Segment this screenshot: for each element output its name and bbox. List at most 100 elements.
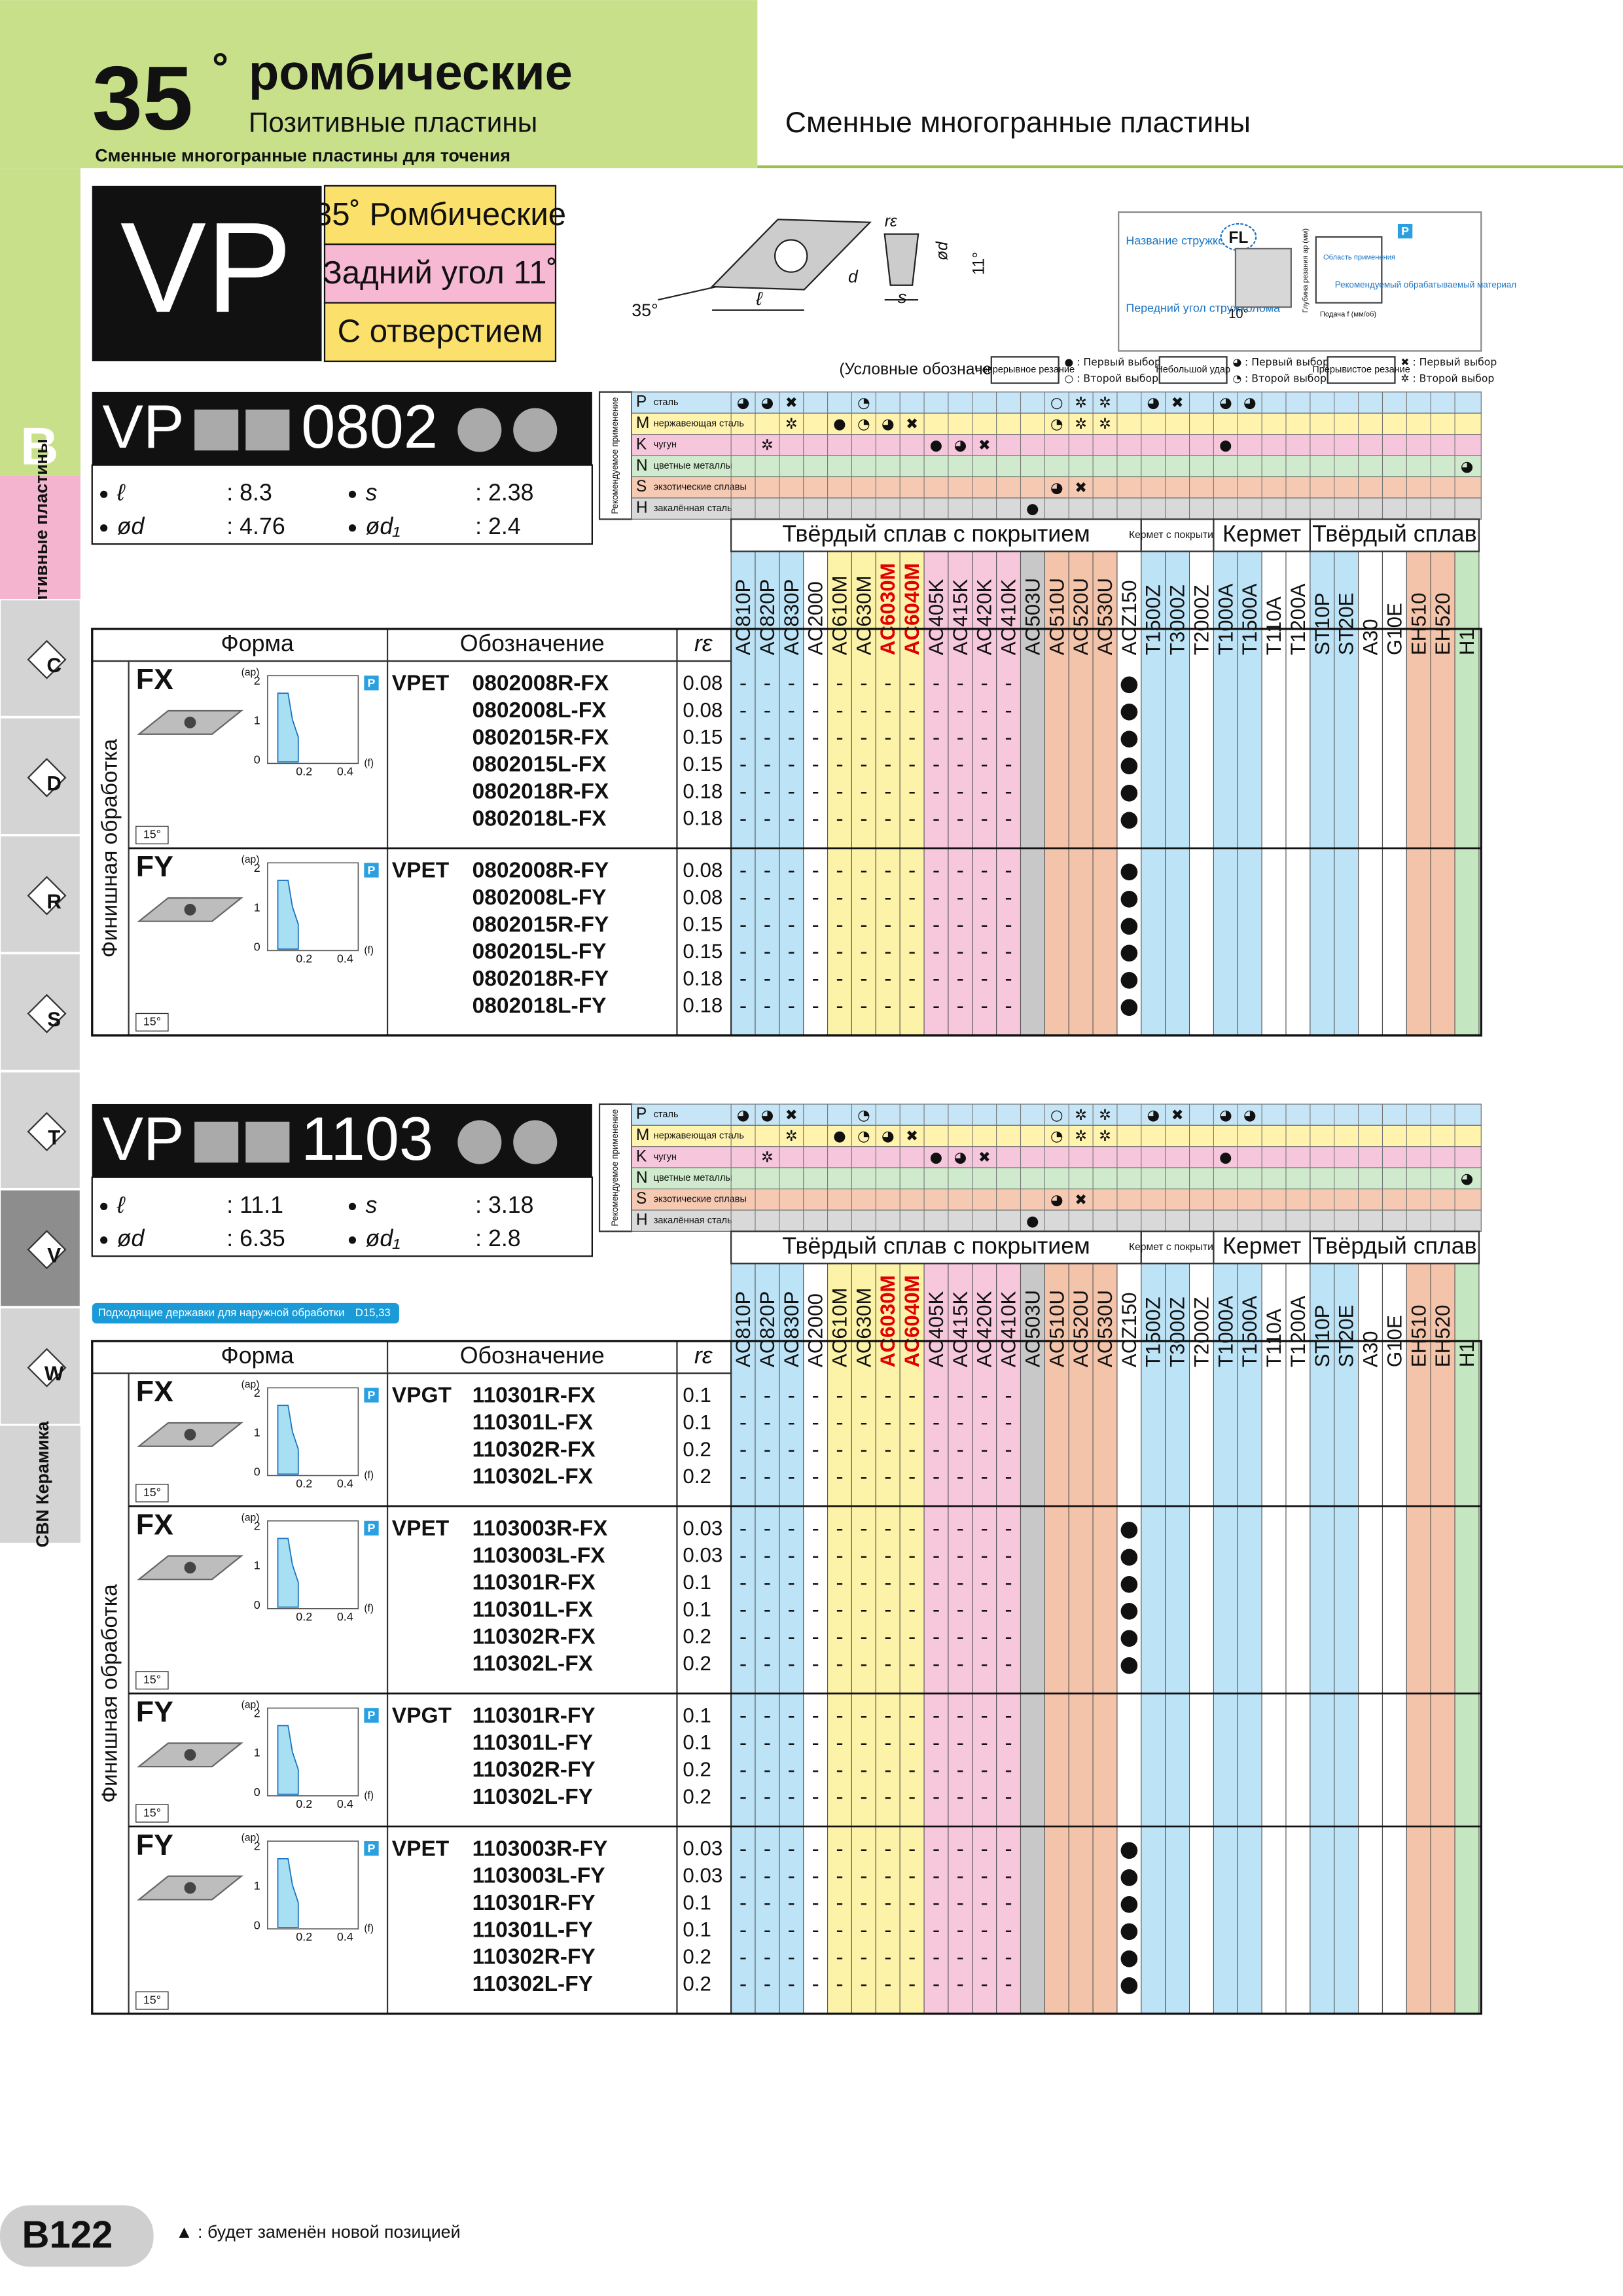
grade-mark: - <box>740 1704 747 1728</box>
spec-value: : 2.4 <box>475 513 521 539</box>
re-header: rε <box>694 1342 713 1369</box>
spec-bullet <box>100 1236 108 1244</box>
grade-mark: - <box>740 1918 747 1942</box>
mini-y-tick: 0 <box>254 941 260 954</box>
grade-mark: - <box>1005 1625 1012 1649</box>
grade-mark: - <box>884 1759 891 1782</box>
header-number: 35 <box>92 48 193 149</box>
grade-mark: - <box>764 1571 771 1595</box>
grade-mark: - <box>740 1465 747 1489</box>
material-row <box>631 1189 1482 1211</box>
grade-name: AC520U <box>1069 578 1092 655</box>
grade-mark: - <box>908 1465 916 1489</box>
grade-mark: - <box>981 994 988 1018</box>
re-value: 0.18 <box>683 807 722 830</box>
grade-mark: - <box>812 994 819 1018</box>
grade-mark: - <box>884 1653 891 1676</box>
grade-mark: - <box>1005 1865 1012 1888</box>
grade-mark: - <box>933 913 940 937</box>
mini-material-box <box>364 863 379 878</box>
grade-mark: - <box>933 1544 940 1568</box>
grade-mark: - <box>836 859 843 883</box>
material-row <box>631 434 1482 456</box>
grade-mark: - <box>981 1653 988 1676</box>
recommend-symbol: ✲ <box>1099 395 1111 412</box>
grade-mark: - <box>1005 780 1012 804</box>
material-code: H <box>636 1211 648 1229</box>
grade-mark: - <box>981 726 988 749</box>
header-band <box>0 0 758 169</box>
grade-name: AC810P <box>732 579 755 655</box>
grade-mark: - <box>836 1625 843 1649</box>
grade-mark: - <box>981 780 988 804</box>
recommend-symbol: ● <box>833 1128 846 1145</box>
recommend-symbol: ✲ <box>1075 395 1087 412</box>
grade-name: EH510 <box>1407 592 1430 655</box>
grade-mark: - <box>981 941 988 964</box>
grade-name: T3000Z <box>1166 584 1189 655</box>
badge-line: С отверстием <box>338 314 543 350</box>
size-square <box>194 409 239 451</box>
grade-mark: - <box>957 1918 964 1942</box>
material-row <box>631 497 1482 520</box>
legend-key-box <box>1158 356 1228 384</box>
grade-mark: - <box>740 994 747 1018</box>
grade-mark: - <box>860 1704 867 1728</box>
grade-mark: - <box>764 1384 771 1408</box>
material-row <box>631 1124 1482 1147</box>
mini-material-box <box>364 1520 379 1536</box>
grade-mark: - <box>812 780 819 804</box>
material-row <box>631 1103 1482 1126</box>
spec-label: ℓ <box>116 480 126 506</box>
form-header: Форма <box>221 1342 294 1369</box>
grade-mark: - <box>812 1704 819 1728</box>
grade-mark: - <box>933 1598 940 1622</box>
grade-name: T1000A <box>1214 583 1237 655</box>
re-value: 0.08 <box>683 672 722 694</box>
spec-label: ød <box>117 1225 145 1251</box>
mini-y-tick: 1 <box>254 1746 260 1759</box>
re-value: 0.2 <box>683 1785 711 1808</box>
grade-mark: - <box>764 886 771 910</box>
grade-mark: - <box>860 1465 867 1489</box>
mini-y-tick: 1 <box>254 1879 260 1892</box>
grade-group: Кермет с покрытием <box>1129 529 1226 541</box>
table-outline <box>91 1340 1482 2015</box>
designation-prefix: VPGT <box>392 1384 452 1408</box>
nav-icon <box>27 1348 67 1388</box>
dim-label: d <box>848 267 859 287</box>
grade-mark: - <box>740 1411 747 1435</box>
badge-line: 35˚ Ромбические <box>314 197 566 232</box>
grade-column <box>1454 550 1480 1036</box>
grade-name: AC410K <box>997 1291 1020 1368</box>
holder-note: Подходящие державки для наружной обработ… <box>98 1306 345 1319</box>
material-row <box>631 455 1482 478</box>
grade-name: T3000Z <box>1166 1297 1189 1367</box>
mini-material: P <box>368 1388 376 1401</box>
grade-column <box>1092 1263 1118 2015</box>
grade-mark: ● <box>1120 751 1139 777</box>
mini-x-tick: 0.2 <box>296 1797 312 1810</box>
grade-mark: - <box>860 1759 867 1782</box>
grade-mark: - <box>1005 1598 1012 1622</box>
designation-prefix: VPET <box>392 859 450 883</box>
grade-mark: - <box>908 1653 916 1676</box>
grade-mark: - <box>836 1438 843 1462</box>
recommend-symbol: ○ <box>1050 395 1063 412</box>
material-code: S <box>636 1190 647 1208</box>
grade-mark: - <box>981 1759 988 1782</box>
grade-name: EH510 <box>1407 1305 1430 1368</box>
grade-mark: - <box>764 1465 771 1489</box>
grade-name: AC405K <box>925 579 948 655</box>
grade-mark: - <box>957 672 964 696</box>
legend-key-box <box>1327 356 1396 384</box>
grade-mark: - <box>1005 1544 1012 1568</box>
mini-chart-area <box>277 1725 299 1795</box>
clearance-angle: 15° <box>143 1486 161 1499</box>
grade-mark: - <box>1005 753 1012 777</box>
re-value: 0.03 <box>683 1516 722 1539</box>
spec-value: : 11.1 <box>226 1192 283 1218</box>
recommend-symbol: ● <box>930 1149 942 1166</box>
grade-mark: - <box>764 672 771 696</box>
